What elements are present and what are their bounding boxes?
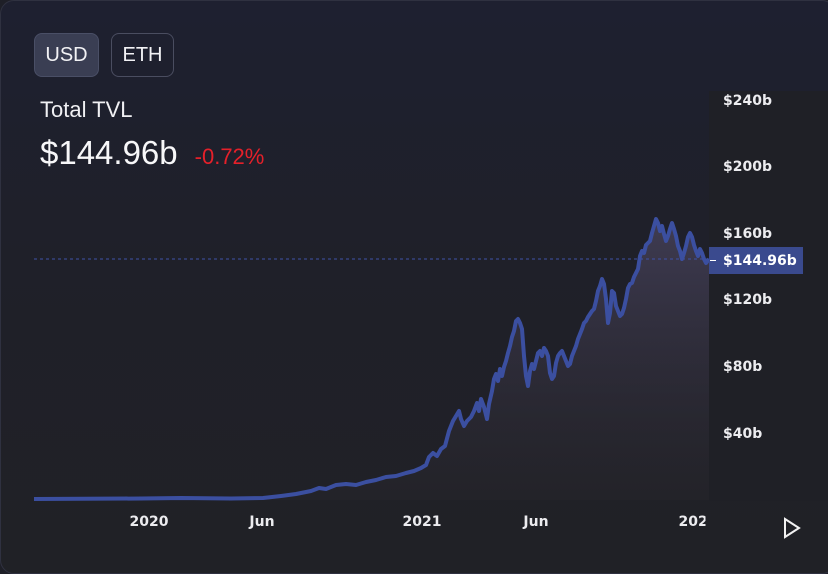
current-price-tag: $144.96b [709,247,803,274]
y-axis-label-40b: $40b [723,426,763,442]
x-axis-label-2020: 2020 [129,514,169,530]
play-icon[interactable] [781,516,803,540]
eth-toggle-label: ETH [122,43,163,66]
y-axis-label-200b: $200b [723,159,772,175]
y-axis-label-80b: $80b [723,359,763,375]
tvl-line [33,217,711,501]
y-axis-label-240b: $240b [723,93,772,109]
eth-toggle-button[interactable]: ETH [111,33,174,77]
y-axis-label-160b: $160b [723,226,772,242]
x-axis-label-2022: 2022 [678,514,718,530]
area-fill [34,219,709,500]
current-price-label: $144.96b [723,252,797,269]
x-axis-label-2021: 2021 [402,514,442,530]
usd-toggle-button[interactable]: USD [34,33,99,77]
price-tick-mark [710,260,716,261]
value-row: $144.96b -0.72% [40,134,264,172]
price-axis-panel [709,91,828,501]
total-tvl-value: $144.96b [40,134,178,171]
x-axis-label-jun-2020: Jun [249,514,275,530]
y-axis-label-120b: $120b [723,292,772,308]
usd-toggle-label: USD [45,43,88,66]
change-percent: -0.72% [194,144,265,169]
chart-title: Total TVL [40,97,133,122]
x-axis-label-jun-2021: Jun [523,514,549,530]
